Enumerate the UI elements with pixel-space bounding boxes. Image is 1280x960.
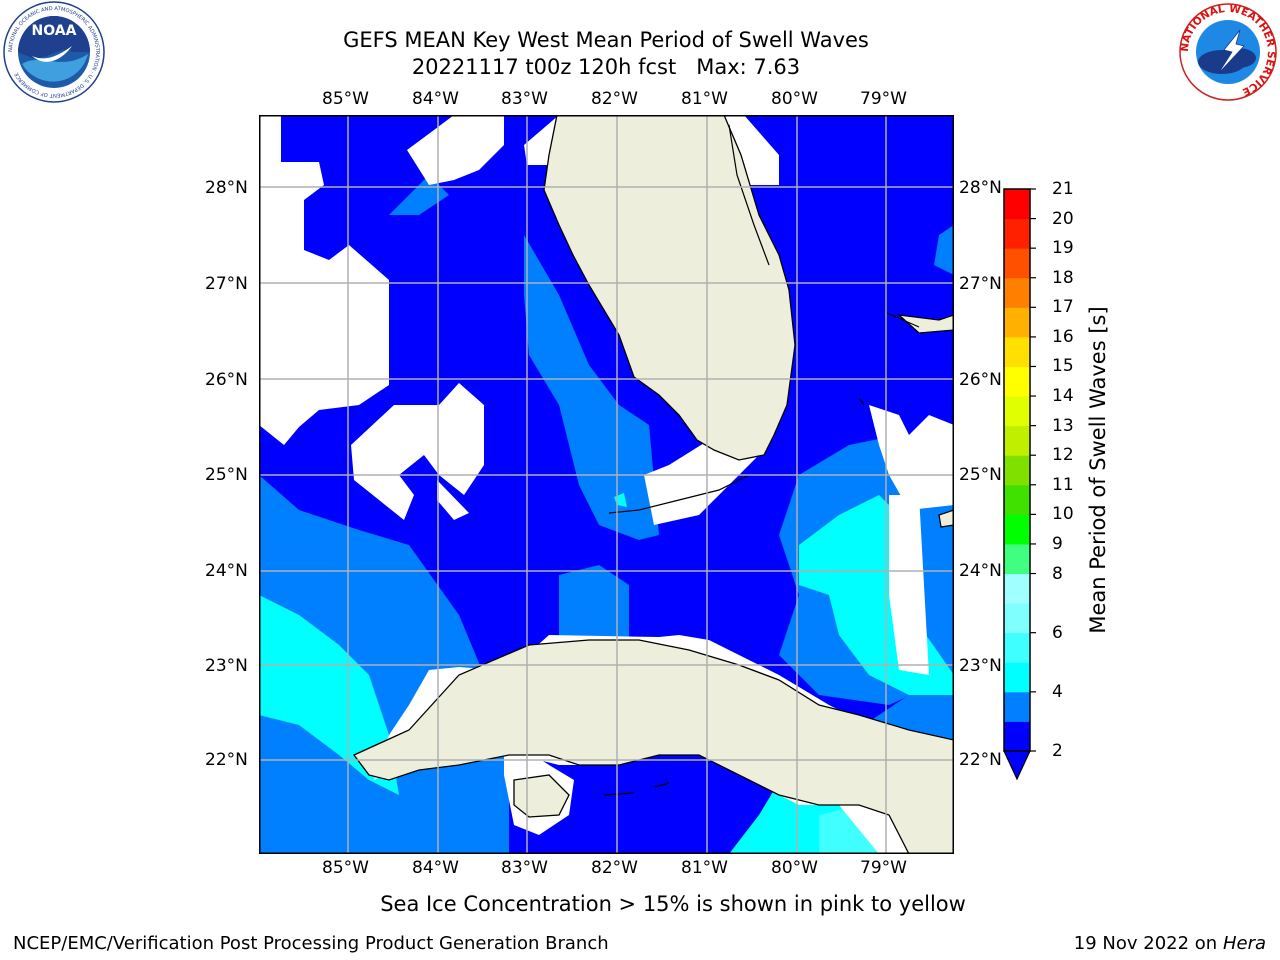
noaa-logo-text: NOAA <box>32 23 77 39</box>
nws-logo: NATIONAL WEATHER SERVICE <box>1179 3 1277 101</box>
colorbar-bin <box>1004 277 1030 308</box>
lat-tick-right: 27°N <box>959 274 1002 294</box>
colorbar-bin <box>1004 721 1030 752</box>
map-title: GEFS MEAN Key West Mean Period of Swell … <box>343 28 869 52</box>
footer-date: 19 Nov 2022 on Hera <box>1074 933 1266 955</box>
footer-branch: NCEP/EMC/Verification Post Processing Pr… <box>13 933 609 954</box>
colorbar-tick-label: 8 <box>1052 563 1063 584</box>
colorbar-tick-label: 13 <box>1052 415 1074 436</box>
lon-tick-bottom: 80°W <box>771 858 818 878</box>
colorbar-bin <box>1004 189 1030 220</box>
lon-tick-top: 81°W <box>681 89 728 109</box>
colorbar-bin <box>1004 425 1030 456</box>
colorbar-ticks <box>1030 188 1036 752</box>
colorbar-bin <box>1004 632 1030 663</box>
map-frame <box>259 115 954 854</box>
cuba <box>352 639 954 854</box>
colorbar-bin <box>1004 603 1030 634</box>
noaa-logo: NOAA NATIONAL OCEANIC AND ATMOSPHERIC AD… <box>3 1 105 103</box>
colorbar-under-extension <box>1003 750 1031 781</box>
map-subtitle: 20221117 t00z 120h fcst Max: 7.63 <box>411 55 801 79</box>
colorbar-bin <box>1004 366 1030 397</box>
lat-tick-right: 22°N <box>959 750 1002 770</box>
colorbar-bin <box>1004 543 1030 575</box>
footer-date-text: 19 Nov 2022 on <box>1073 933 1218 954</box>
lon-tick-top: 82°W <box>591 89 638 109</box>
colorbar-tick-label: 10 <box>1052 504 1074 525</box>
colorbar-bin <box>1004 484 1030 515</box>
colorbar-tick-label: 16 <box>1052 326 1074 347</box>
colorbar-tick-label: 14 <box>1052 386 1074 407</box>
colorbar-bins <box>1004 189 1030 752</box>
lon-tick-top: 83°W <box>501 89 548 109</box>
bahamas-andros <box>897 314 954 334</box>
colorbar-tick-label: 18 <box>1052 267 1074 288</box>
colorbar-tick-label: 19 <box>1052 238 1074 259</box>
colorbar-bin <box>1004 336 1030 367</box>
lat-tick-left: 25°N <box>205 465 248 485</box>
florida-peninsula <box>543 115 796 461</box>
lon-tick-top: 80°W <box>771 89 818 109</box>
lon-tick-bottom: 84°W <box>412 858 459 878</box>
lat-tick-left: 27°N <box>205 274 248 294</box>
colorbar-tick-label: 20 <box>1052 208 1074 229</box>
coastline-detail <box>603 124 920 796</box>
colorbar-tick-label: 6 <box>1052 622 1063 643</box>
footer-machine: Hera <box>1222 933 1266 954</box>
lat-tick-right: 24°N <box>959 561 1002 581</box>
land <box>352 115 954 854</box>
lat-tick-right: 26°N <box>959 370 1002 390</box>
lon-tick-bottom: 79°W <box>860 858 907 878</box>
lat-tick-right: 23°N <box>959 656 1002 676</box>
lat-tick-right: 28°N <box>959 178 1002 198</box>
colorbar-tick-label: 2 <box>1052 741 1063 761</box>
swell-period-map <box>259 115 954 854</box>
colorbar-tick-label: 12 <box>1052 445 1074 466</box>
lat-tick-left: 26°N <box>205 370 248 390</box>
colorbar-tick-label: 21 <box>1052 179 1074 199</box>
graticule <box>259 115 954 854</box>
lat-tick-right: 25°N <box>959 465 1002 485</box>
colorbar-bin <box>1004 307 1030 338</box>
lat-tick-left: 23°N <box>205 656 248 676</box>
lon-tick-bottom: 85°W <box>322 858 369 878</box>
colorbar-frame <box>1003 188 1031 752</box>
lat-tick-left: 28°N <box>205 178 248 198</box>
colorbar-bin <box>1004 248 1030 279</box>
lon-tick-bottom: 82°W <box>591 858 638 878</box>
colorbar-tick-label: 9 <box>1052 533 1063 554</box>
lat-tick-left: 24°N <box>205 561 248 581</box>
colorbar-bin <box>1004 455 1030 486</box>
colorbar-bin <box>1004 662 1030 693</box>
lon-tick-top: 85°W <box>322 89 369 109</box>
lon-tick-bottom: 83°W <box>501 858 548 878</box>
lat-tick-left: 22°N <box>205 750 248 770</box>
colorbar-bin <box>1004 514 1030 545</box>
sea-ice-note: Sea Ice Concentration > 15% is shown in … <box>380 892 966 916</box>
lon-tick-bottom: 81°W <box>681 858 728 878</box>
colorbar-bin <box>1004 573 1030 604</box>
lon-tick-top: 84°W <box>412 89 459 109</box>
colorbar-bin <box>1004 218 1030 249</box>
colorbar-bin <box>1004 691 1030 722</box>
colorbar-tick-label: 15 <box>1052 356 1074 377</box>
colorbar-tick-label: 4 <box>1052 681 1063 702</box>
colorbar-bin <box>1004 396 1030 427</box>
colorbar-tick-label: 11 <box>1052 474 1074 495</box>
bahamas-east <box>938 509 954 528</box>
colorbar-label: Mean Period of Swell Waves [s] <box>1086 306 1110 634</box>
colorbar-tick-label: 17 <box>1052 297 1074 318</box>
colorbar <box>1003 188 1036 781</box>
lon-tick-top: 79°W <box>860 89 907 109</box>
